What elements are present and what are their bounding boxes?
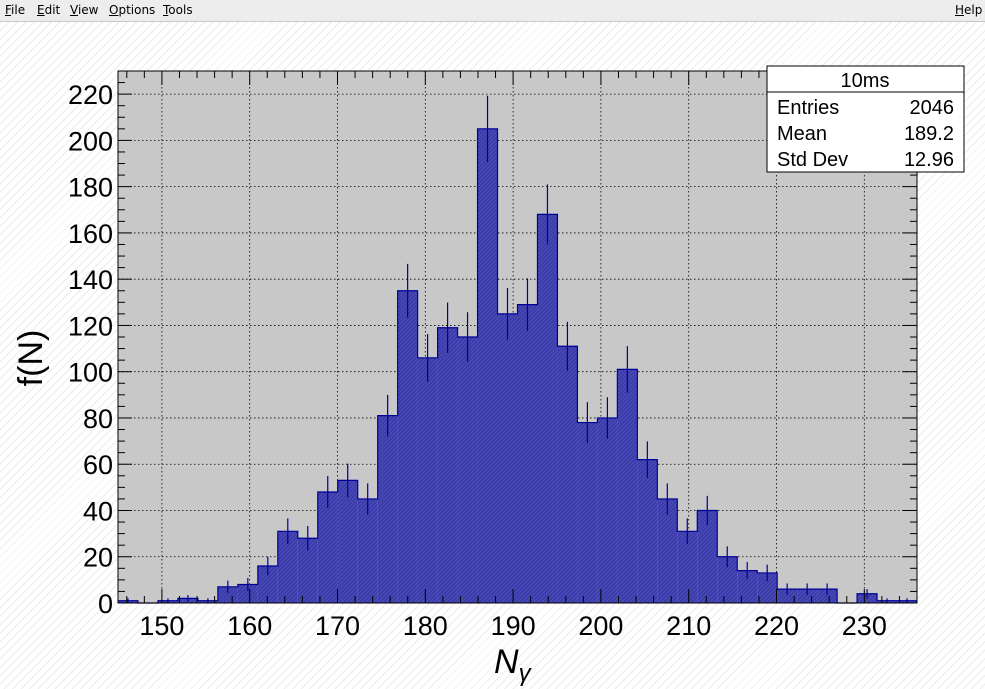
stats-mean-label: Mean	[777, 123, 827, 145]
menu-options-accel: O	[109, 3, 119, 17]
x-tick-label: 190	[491, 611, 536, 641]
histogram-bar	[357, 498, 378, 603]
stats-entries-label: Entries	[777, 97, 839, 119]
histogram-outline	[118, 128, 917, 604]
histogram-bar	[617, 369, 638, 603]
error-bars-layer	[127, 95, 908, 603]
menu-edit-label: dit	[44, 3, 61, 17]
stats-stddev-label: Std Dev	[777, 149, 848, 171]
histogram-bar	[257, 565, 278, 603]
bars-layer	[118, 128, 917, 604]
histogram-bar	[417, 357, 438, 603]
histogram-bar	[457, 337, 478, 603]
y-tick-label: 140	[68, 265, 113, 295]
x-tick-label: 180	[403, 611, 448, 641]
menu-view-label: iew	[77, 3, 99, 17]
y-tick-label: 20	[83, 543, 113, 573]
histogram-bar	[657, 498, 678, 603]
y-tick-label: 220	[68, 80, 113, 110]
stats-box-frame	[766, 65, 965, 173]
histogram-bar	[777, 589, 798, 603]
menu-file-label: ile	[11, 3, 26, 17]
y-tick-label: 120	[68, 311, 113, 341]
menu-file[interactable]: File	[5, 3, 25, 17]
x-axis-title: Nγ	[494, 643, 533, 687]
histogram-bar	[717, 556, 738, 603]
menu-bar: File Edit View Options Tools Help	[0, 0, 985, 22]
x-tick-label: 230	[842, 611, 887, 641]
stats-title: 10ms	[841, 70, 890, 92]
y-tick-label: 200	[68, 126, 113, 156]
menu-options[interactable]: Options	[109, 3, 155, 17]
menu-help[interactable]: Help	[955, 3, 982, 17]
x-tick-label: 170	[315, 611, 360, 641]
menu-tools-accel: T	[163, 3, 169, 17]
x-tick-label: 150	[139, 611, 184, 641]
menu-file-accel: F	[5, 3, 12, 17]
x-axis-title-main: N	[494, 643, 519, 681]
histogram-bar	[217, 586, 238, 603]
histogram-bar	[337, 480, 358, 603]
y-tick-label: 0	[98, 589, 113, 619]
y-tick-label: 60	[83, 450, 113, 480]
histogram-chart: 150 160 170 180 190 200 210 220 230 0 20 40 60 80 100 1…	[12, 65, 965, 687]
y-tick-label: 40	[83, 496, 113, 526]
histogram-bar	[817, 589, 838, 603]
stats-box: 10ms Entries 2046 Mean 189.2 Std Dev 12.…	[766, 65, 965, 173]
menu-edit-accel: E	[37, 3, 45, 17]
y-tick-label: 160	[68, 219, 113, 249]
y-axis-title: f(N)	[12, 330, 50, 387]
histogram-bar	[577, 422, 598, 603]
x-tick-label: 210	[666, 611, 711, 641]
menu-help-label: elp	[964, 3, 983, 17]
histogram-bar	[397, 290, 418, 603]
menu-help-accel: H	[955, 3, 965, 17]
tick-labels-layer: 150 160 170 180 190 200 210 220 230 0 20 40 60 80 100 1…	[68, 80, 887, 641]
histogram-bar	[317, 491, 338, 603]
x-tick-label: 220	[754, 611, 799, 641]
histogram-bar	[517, 304, 538, 603]
stats-stddev-value: 12.96	[904, 149, 954, 171]
histogram-bar	[237, 584, 258, 603]
menu-view[interactable]: View	[70, 3, 98, 17]
histogram-bar	[297, 538, 318, 603]
histogram-bar	[637, 459, 658, 603]
histogram-bar	[277, 531, 298, 603]
histogram-bar	[377, 415, 398, 603]
histogram-bar	[497, 313, 518, 603]
histogram-bar	[757, 572, 778, 603]
y-tick-label: 180	[68, 173, 113, 203]
histogram-bar	[477, 128, 498, 603]
y-tick-label: 80	[83, 404, 113, 434]
menu-options-label: ptions	[118, 3, 156, 17]
menu-tools-label: ools	[168, 3, 193, 17]
menu-tools[interactable]: Tools	[163, 3, 193, 17]
x-tick-label: 160	[227, 611, 272, 641]
histogram-bar	[677, 531, 698, 603]
grid-layer	[118, 71, 917, 603]
y-tick-label: 100	[68, 358, 113, 388]
histogram-bar	[737, 570, 758, 603]
stats-mean-value: 189.2	[904, 123, 954, 145]
histogram-bar	[437, 327, 458, 603]
histogram-bar	[597, 417, 618, 603]
histogram-bar	[697, 510, 718, 603]
histogram-bar	[537, 214, 558, 603]
histogram-bar	[557, 346, 578, 603]
menu-edit[interactable]: Edit	[37, 3, 60, 17]
x-axis-title-subscript: γ	[519, 660, 533, 687]
x-tick-label: 200	[578, 611, 623, 641]
stats-entries-value: 2046	[910, 97, 955, 119]
canvas-area[interactable]: 150 160 170 180 190 200 210 220 230 0 20 40 60 80 100 1…	[0, 22, 985, 689]
menu-view-accel: V	[70, 3, 78, 17]
